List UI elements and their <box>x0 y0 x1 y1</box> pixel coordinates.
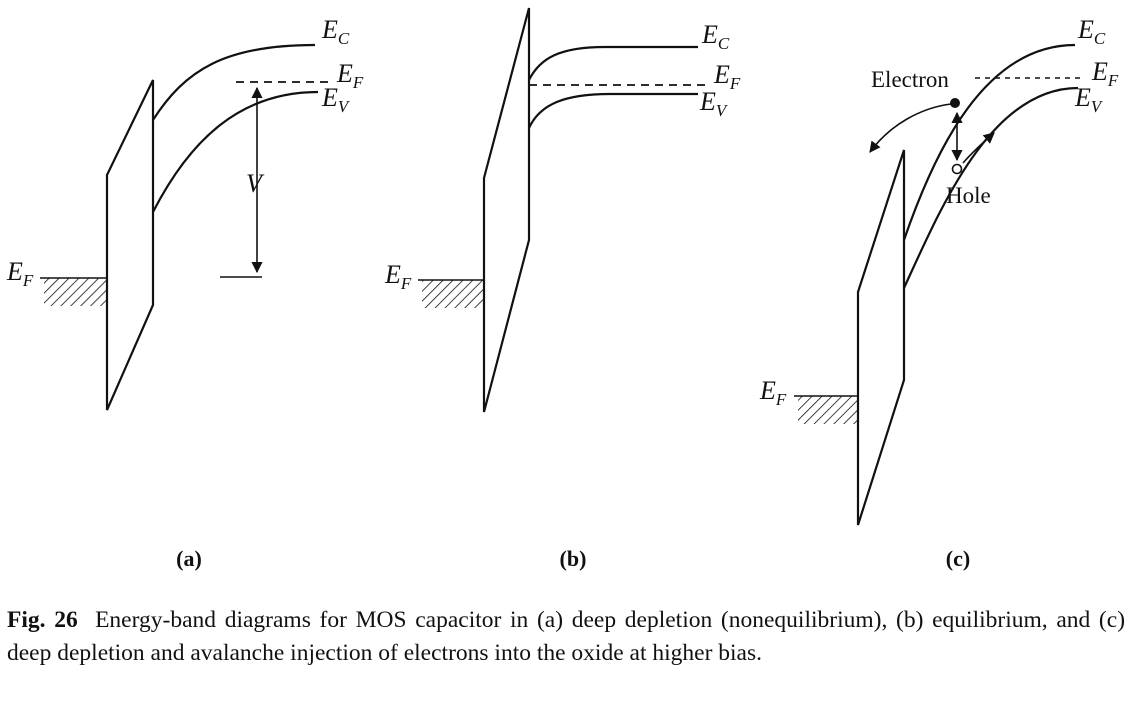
panel-a: EC EF EV EF V (a) <box>6 15 364 571</box>
caption-text: Energy-band diagrams for MOS capacitor i… <box>7 607 1126 666</box>
valence-band-a <box>152 90 319 213</box>
panel-c: EC EF EV EF Electron Hole (c) <box>759 15 1119 571</box>
ef-label-b: EF <box>713 60 741 93</box>
electron-label: Electron <box>871 67 949 92</box>
metal-fermi-hatch-b <box>422 280 484 308</box>
conduction-band-a <box>152 43 316 121</box>
voltage-label-a: V <box>246 169 265 198</box>
oxide-layer-b <box>482 7 531 413</box>
ev-label-a: EV <box>321 83 351 116</box>
ef-label-a: EF <box>336 59 364 92</box>
valence-band-c <box>903 86 1079 289</box>
conduction-band-b <box>528 45 698 81</box>
hole-label: Hole <box>946 183 991 208</box>
ev-label-c: EV <box>1074 83 1104 116</box>
metal-ef-label-a: EF <box>6 257 34 290</box>
electron-dot <box>950 98 960 108</box>
figure-caption: Fig. 26 Energy-band diagrams for MOS cap… <box>7 604 1125 670</box>
metal-ef-label-b: EF <box>384 260 412 293</box>
metal-fermi-hatch-a <box>44 278 107 306</box>
ec-label-a: EC <box>321 15 350 48</box>
hole-drift-arrow <box>962 132 995 164</box>
electron-injection-arrow <box>869 103 952 153</box>
metal-ef-label-c: EF <box>759 376 787 409</box>
ev-label-b: EV <box>699 87 729 120</box>
valence-band-b <box>528 92 698 129</box>
metal-fermi-hatch-c <box>798 396 858 424</box>
figure-number: Fig. 26 <box>7 607 78 633</box>
oxide-layer-c <box>856 149 906 526</box>
panel-label-c: (c) <box>946 546 970 571</box>
ec-label-c: EC <box>1077 15 1106 48</box>
panel-label-a: (a) <box>176 546 202 571</box>
ec-label-b: EC <box>701 20 730 53</box>
panel-b: EC EF EV EF (b) <box>384 7 741 571</box>
hole-circle <box>951 163 963 175</box>
conduction-band-c <box>902 43 1076 241</box>
band-diagram-figure: EC EF EV EF V (a) EC EF EV EF <box>6 7 1119 571</box>
ef-label-c: EF <box>1091 57 1119 90</box>
panel-label-b: (b) <box>560 546 587 571</box>
oxide-layer-a <box>105 79 155 411</box>
